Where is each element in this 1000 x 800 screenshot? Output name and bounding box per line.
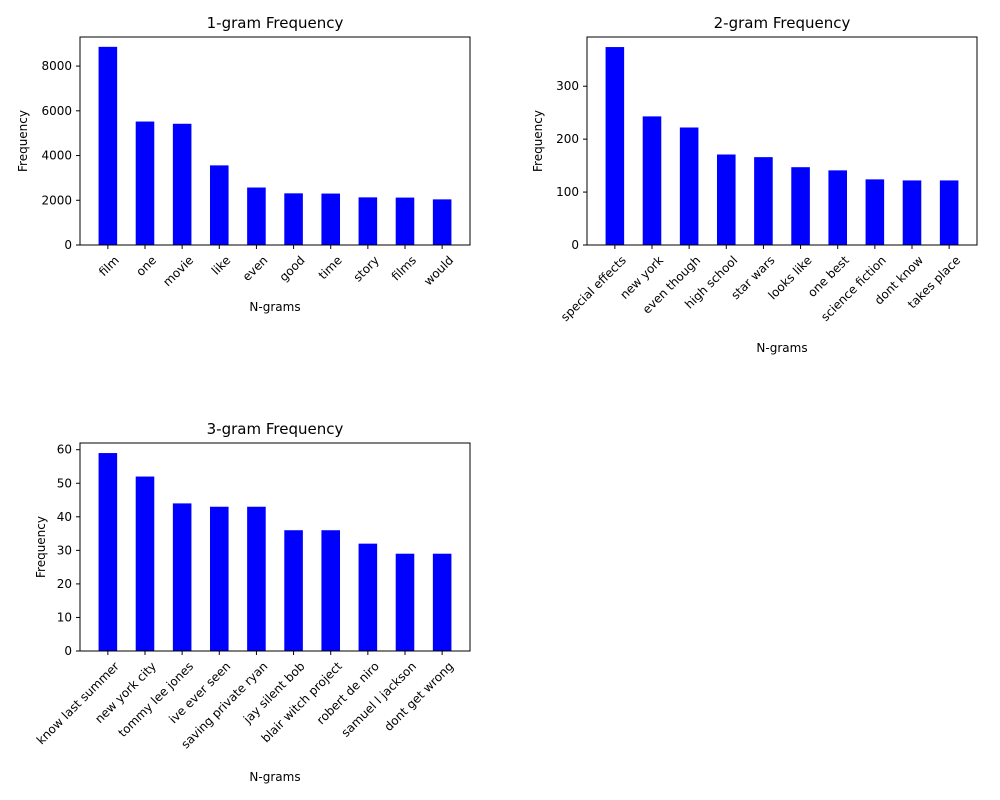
y-axis-label: Frequency (34, 516, 48, 578)
y-tick-label: 4000 (41, 149, 72, 163)
x-tick-label: would (421, 253, 456, 288)
bar (172, 503, 192, 651)
x-tick-label: one (133, 253, 159, 279)
y-tick-label: 10 (57, 610, 72, 624)
bar (247, 506, 266, 651)
y-tick-label: 0 (64, 644, 72, 658)
plot-frame (79, 442, 471, 652)
y-tick-label: 6000 (41, 104, 72, 118)
x-tick-label: special effects (558, 253, 629, 324)
x-tick-label: films (389, 253, 419, 283)
bar (395, 553, 415, 651)
bar (754, 157, 773, 245)
x-tick-label: time (316, 253, 345, 282)
plot-frame (586, 36, 978, 246)
y-tick-label: 0 (64, 238, 72, 252)
bar (828, 170, 847, 245)
y-tick-label: 40 (57, 510, 72, 524)
y-tick-label: 30 (57, 543, 72, 557)
bar (605, 47, 625, 246)
y-axis-label: Frequency (531, 110, 545, 172)
x-tick-label: film (96, 253, 122, 279)
chart-3gram: 3-gram Frequency N-grams Frequency know … (34, 420, 471, 784)
chart-title: 1-gram Frequency (207, 14, 344, 32)
plot-frame (79, 36, 471, 246)
y-tick-label: 50 (57, 476, 72, 490)
x-tick-label: like (209, 253, 233, 277)
bar (210, 506, 229, 651)
x-tick-label: dont get wrong (381, 659, 456, 734)
bar (717, 154, 736, 245)
y-tick-label: 100 (556, 185, 579, 199)
x-axis-label: N-grams (756, 341, 807, 355)
x-tick-label: even (240, 253, 271, 284)
bar (321, 530, 340, 651)
bar (98, 453, 118, 651)
bar (172, 123, 192, 245)
bar (135, 121, 155, 245)
bar (432, 553, 452, 651)
bar (135, 476, 155, 651)
bar (432, 199, 452, 245)
y-tick-label: 60 (57, 443, 72, 457)
chart-title: 3-gram Frequency (207, 420, 344, 438)
bar (284, 193, 303, 245)
bar (642, 116, 662, 245)
bar (939, 180, 959, 245)
y-tick-label: 200 (556, 132, 579, 146)
bar (902, 180, 922, 245)
y-tick-label: 8000 (41, 59, 72, 73)
bar (679, 127, 699, 245)
bar (358, 197, 378, 245)
x-tick-label: science fiction (818, 253, 889, 324)
bar (321, 193, 340, 245)
chart-2gram: 2-gram Frequency N-grams Frequency speci… (531, 14, 978, 355)
bar (98, 46, 118, 246)
bar (247, 187, 266, 245)
y-tick-label: 20 (57, 577, 72, 591)
bar (395, 197, 415, 245)
bar (791, 167, 810, 245)
chart-title: 2-gram Frequency (714, 14, 851, 32)
bar (210, 165, 229, 245)
y-tick-label: 0 (571, 238, 579, 252)
y-tick-label: 2000 (41, 193, 72, 207)
x-axis-label: N-grams (249, 770, 300, 784)
y-tick-label: 300 (556, 79, 579, 93)
y-axis-label: Frequency (16, 110, 30, 172)
x-tick-label: story (351, 253, 382, 284)
bar (358, 543, 378, 651)
x-tick-label: good (277, 253, 308, 284)
bar (284, 530, 303, 651)
chart-1gram: 1-gram Frequency N-grams Frequency film o… (16, 14, 471, 314)
x-tick-label: movie (160, 253, 196, 289)
bar (865, 179, 885, 245)
x-axis-label: N-grams (249, 300, 300, 314)
